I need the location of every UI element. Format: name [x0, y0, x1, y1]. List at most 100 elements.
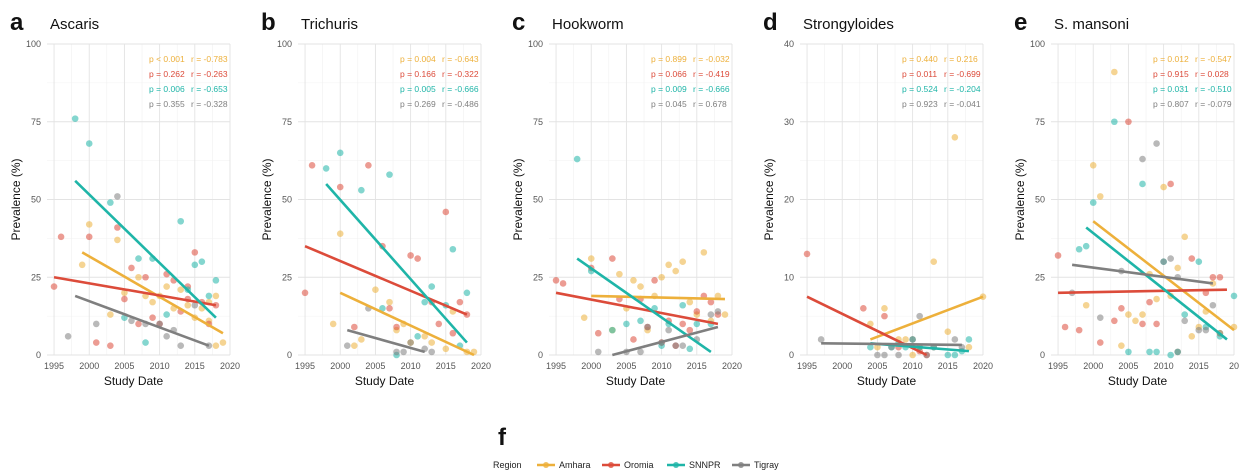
y-tick-label: 0: [287, 350, 292, 360]
stat-p-tigray: p = 0.807: [1153, 99, 1189, 109]
point-oromia: [1139, 320, 1146, 328]
point-oromia: [365, 161, 372, 169]
x-tick-label: 1995: [546, 361, 566, 371]
x-tick-label: 2000: [330, 361, 350, 371]
point-snnpr: [1167, 351, 1174, 359]
stat-p-oromia: p = 0.915: [1153, 69, 1189, 79]
y-tick-label: 0: [36, 350, 41, 360]
stat-p-tigray: p = 0.045: [651, 99, 687, 109]
x-tick-label: 1995: [797, 361, 817, 371]
point-snnpr: [1153, 348, 1160, 356]
point-amhara: [177, 286, 185, 293]
point-oromia: [1054, 252, 1062, 259]
stat-p-oromia: p = 0.011: [902, 69, 937, 79]
point-snnpr: [573, 155, 581, 163]
point-tigray: [707, 311, 715, 318]
point-tigray: [644, 323, 651, 331]
y-axis-label: Prevalence (%): [9, 158, 23, 240]
point-oromia: [308, 161, 316, 169]
point-amhara: [1082, 301, 1090, 309]
y-tick-label: 50: [533, 195, 543, 205]
point-oromia: [107, 342, 114, 349]
point-tigray: [672, 342, 679, 349]
y-tick-label: 75: [533, 117, 543, 127]
point-oromia: [442, 208, 450, 216]
point-amhara: [428, 339, 436, 346]
stat-r-amhara: r = -0.643: [442, 54, 479, 64]
point-snnpr: [212, 277, 220, 284]
point-snnpr: [163, 311, 170, 318]
point-amhara: [329, 320, 337, 328]
x-tick-label: 2010: [150, 361, 170, 371]
x-axis-label: Study Date: [1108, 374, 1168, 388]
panel-a: 0 25 50 75 100 1995 2000 2005 2010 2015 2020 p < 0.…: [9, 9, 240, 388]
point-tigray: [665, 326, 672, 334]
point-snnpr: [85, 140, 93, 147]
panel-title: Hookworm: [552, 16, 624, 33]
point-snnpr: [686, 345, 694, 353]
x-tick-label: 2010: [903, 361, 923, 371]
x-tick-label: 2020: [973, 361, 993, 371]
x-tick-label: 1995: [1048, 361, 1068, 371]
point-snnpr: [414, 333, 421, 340]
x-tick-label: 2010: [652, 361, 672, 371]
point-oromia: [1216, 273, 1224, 281]
y-tick-label: 75: [1035, 117, 1045, 127]
x-tick-label: 2005: [365, 361, 385, 371]
point-oromia: [630, 336, 637, 343]
point-tigray: [881, 351, 888, 359]
point-snnpr: [379, 305, 386, 312]
point-oromia: [803, 250, 811, 258]
point-snnpr: [142, 339, 149, 346]
trend-line-snnpr: [576, 257, 712, 353]
point-tigray: [114, 193, 121, 200]
point-oromia: [435, 320, 443, 328]
point-oromia: [1153, 320, 1160, 328]
point-snnpr: [421, 298, 428, 306]
point-amhara: [219, 339, 227, 346]
y-tick-label: 25: [282, 272, 292, 282]
stat-r-oromia: r = -0.699: [944, 69, 981, 79]
x-tick-label: 2015: [687, 361, 707, 371]
point-tigray: [594, 348, 602, 356]
panel-letter: d: [763, 9, 778, 36]
x-tick-label: 2020: [471, 361, 491, 371]
point-amhara: [902, 336, 909, 343]
point-snnpr: [428, 283, 436, 290]
x-tick-label: 2005: [616, 361, 636, 371]
point-amhara: [909, 351, 916, 359]
x-tick-label: 1995: [295, 361, 315, 371]
point-tigray: [1195, 326, 1203, 334]
point-tigray: [393, 348, 400, 356]
trend-line-oromia: [1058, 288, 1227, 295]
point-snnpr: [449, 245, 457, 253]
point-tigray: [407, 339, 414, 346]
point-oromia: [142, 273, 149, 281]
point-oromia: [135, 320, 142, 328]
point-amhara: [1118, 342, 1125, 349]
legend-swatch-dot: [673, 462, 679, 468]
stat-p-amhara: p < 0.001: [149, 54, 185, 64]
panel-title: S. mansoni: [1054, 16, 1129, 33]
legend-label: Amhara: [559, 460, 591, 470]
point-amhara: [587, 255, 595, 262]
point-amhara: [1139, 311, 1146, 318]
stat-p-oromia: p = 0.262: [149, 69, 185, 79]
point-oromia: [1125, 118, 1132, 126]
trend-line-tigray: [346, 328, 426, 354]
trend-line-amhara: [339, 291, 475, 357]
stat-r-tigray: r = -0.486: [442, 99, 479, 109]
point-tigray: [714, 308, 722, 315]
y-tick-label: 100: [26, 39, 41, 49]
point-amhara: [78, 261, 86, 269]
point-amhara: [121, 289, 128, 297]
x-tick-label: 2005: [114, 361, 134, 371]
point-amhara: [721, 311, 729, 318]
point-amhara: [421, 333, 428, 340]
panel-title: Trichuris: [301, 16, 358, 33]
point-snnpr: [951, 351, 959, 359]
stat-r-tigray: r = -0.328: [191, 99, 228, 109]
point-tigray: [1160, 258, 1167, 266]
point-oromia: [393, 323, 400, 331]
trend-line-oromia: [304, 244, 468, 316]
